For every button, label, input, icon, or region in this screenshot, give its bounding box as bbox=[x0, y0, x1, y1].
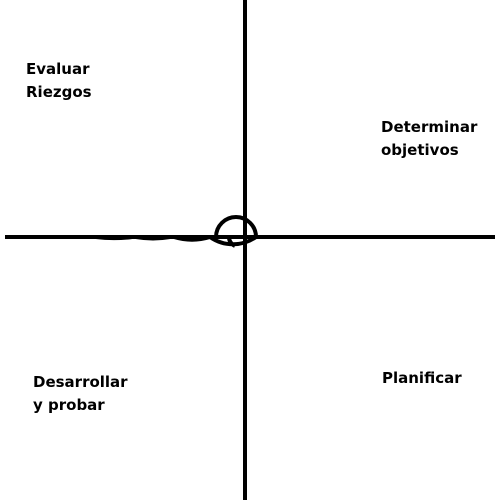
label-line: Evaluar bbox=[26, 60, 90, 78]
quadrant-label-determinar-objetivos: Determinar objetivos bbox=[381, 116, 477, 162]
label-line: Determinar bbox=[381, 118, 478, 136]
label-line: y probar bbox=[33, 396, 105, 414]
quadrant-label-planificar: Planificar bbox=[382, 367, 462, 390]
quadrant-label-desarrollar-y-probar: Desarrollar y probar bbox=[33, 371, 128, 417]
label-line: Riezgos bbox=[26, 83, 92, 101]
label-line: Planificar bbox=[382, 369, 462, 387]
quadrant-label-evaluar-riezgos: Evaluar Riezgos bbox=[26, 58, 92, 104]
label-line: objetivos bbox=[381, 141, 459, 159]
label-line: Desarrollar bbox=[33, 373, 128, 391]
